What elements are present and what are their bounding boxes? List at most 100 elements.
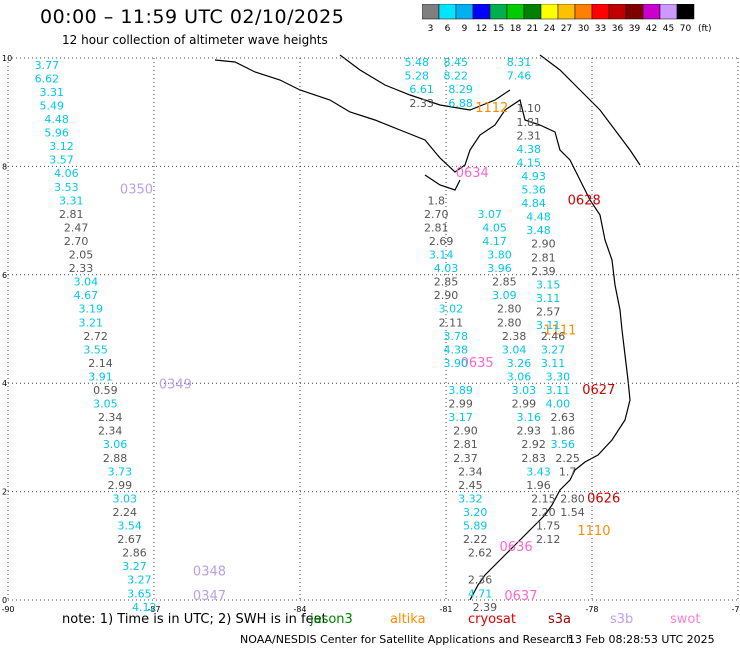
wave-height-value: 1.7: [559, 465, 577, 478]
wave-height-value: 5.48: [405, 56, 430, 69]
wave-height-value: 8.31: [507, 56, 532, 69]
wave-height-value: 3.07: [478, 208, 503, 221]
wave-height-value: 2.63: [551, 411, 576, 424]
wave-height-value: 3.55: [83, 343, 108, 356]
satellite-legend-altika: altika: [390, 612, 426, 627]
wave-height-value: 3.53: [54, 181, 79, 194]
wave-height-value: 0.59: [93, 384, 118, 397]
colorbar-label-45: 45: [663, 24, 674, 34]
wave-height-value: 3.96: [487, 262, 512, 275]
colorbar-label-42: 42: [646, 24, 657, 34]
wave-height-value: 2.39: [473, 601, 498, 612]
wave-height-value: 3.20: [463, 506, 488, 519]
wave-height-value: 2.69: [429, 235, 454, 248]
wave-height-value: 4.06: [54, 167, 79, 180]
wave-height-value: 6.88: [448, 97, 473, 110]
wave-height-value: 3.09: [492, 289, 517, 302]
wave-height-value: 3.31: [40, 86, 65, 99]
track-label-0627: 0627: [582, 383, 615, 398]
wave-height-value: 2.34: [98, 411, 123, 424]
wave-height-value: 3.03: [113, 492, 138, 505]
track-label-0347: 0347: [193, 589, 226, 604]
wave-height-value: 2.99: [108, 479, 133, 492]
wave-height-value: 2.80: [497, 303, 522, 316]
track-label-1111: 1111: [543, 323, 576, 338]
wave-height-value: 3.02: [439, 303, 464, 316]
colorbar-label-21: 21: [527, 24, 538, 34]
colorbar-label-36: 36: [612, 24, 624, 34]
wave-height-value: 2.72: [83, 330, 108, 343]
wave-height-value: 2.45: [458, 479, 483, 492]
wave-height-value: 2.81: [531, 251, 556, 264]
wave-height-value: 3.21: [78, 316, 103, 329]
wave-height-value: 3.65: [127, 587, 152, 600]
wave-height-value: 3.03: [512, 384, 537, 397]
wave-height-value: 4.12: [132, 601, 157, 612]
wave-height-value: 2.15: [531, 492, 556, 505]
track-labels: 0350 0349 0348 0347 0634 0635 0636 0637 0628 0627…: [120, 101, 620, 604]
track-label-0635: 0635: [461, 356, 494, 371]
colorbar-label-12: 12: [476, 24, 487, 34]
wave-height-value: 5.89: [463, 520, 488, 533]
colorbar-label-9: 9: [462, 24, 468, 34]
wave-height-value: 2.62: [468, 547, 493, 560]
colorbar-unit: (ft): [698, 24, 712, 34]
wave-height-map: -90-87-84-81-78-750246810 03500349034803…: [1, 54, 740, 612]
wave-height-value: 2.90: [453, 425, 478, 438]
track-label-0634: 0634: [456, 166, 489, 181]
wave-height-value: 2.85: [434, 276, 459, 289]
wave-height-value: 6.62: [35, 72, 60, 85]
wave-height-value: 1.10: [516, 102, 541, 115]
wave-height-value: 4.38: [516, 143, 541, 156]
y-tick-label: 2: [2, 488, 7, 497]
x-tick-label: -78: [585, 605, 598, 612]
wave-height-value: 4.03: [434, 262, 459, 275]
wave-height-value: 8.22: [443, 70, 468, 83]
satellite-legend-cryosat: cryosat: [468, 612, 516, 627]
wave-height-value: 2.37: [453, 452, 478, 465]
wave-height-value: 2.83: [521, 452, 546, 465]
colorbar-label-70: 70: [680, 24, 692, 34]
wave-height-value: 4.48: [526, 211, 551, 224]
y-tick-label: 6: [2, 271, 7, 280]
y-tick-label: 8: [2, 162, 7, 171]
wave-height-value: 5.96: [44, 127, 69, 140]
wave-height-value: 4.48: [44, 113, 69, 126]
wave-height-value: 4.67: [74, 289, 99, 302]
wave-height-value: 2.39: [531, 265, 556, 278]
wave-height-value: 2.90: [434, 289, 459, 302]
track-label-0628: 0628: [568, 193, 601, 208]
timestamp: 13 Feb 08:28:53 UTC 2025: [568, 633, 715, 646]
wave-height-value: 4.93: [521, 170, 546, 183]
y-tick-label: 4: [2, 379, 7, 388]
track-label-1110: 1110: [577, 524, 610, 539]
track-label-0637: 0637: [504, 589, 537, 604]
wave-height-value: 2.80: [560, 492, 585, 505]
track-label-0636: 0636: [500, 540, 533, 555]
wave-height-value: 1.75: [536, 520, 561, 533]
wave-height-value: 2.46: [541, 330, 566, 343]
wave-height-value: 3.11: [541, 357, 566, 370]
colorbar-label-39: 39: [629, 24, 641, 34]
y-tick-label: 10: [2, 54, 12, 63]
wave-height-value: 2.05: [69, 249, 94, 262]
wave-height-value: 3.30: [546, 370, 571, 383]
wave-height-value: 2.92: [521, 438, 546, 451]
wave-height-value: 2.11: [439, 316, 464, 329]
coastline: [214, 54, 641, 601]
chart-subtitle: 12 hour collection of altimeter wave hei…: [62, 33, 328, 47]
wave-height-value: 3.16: [516, 411, 541, 424]
axis-labels: -90 -87 -84 -81 -78 -75 0 2 4 6 8 10: [1, 54, 740, 612]
wave-height-value: 2.81: [424, 221, 449, 234]
wave-height-value: 4.38: [443, 343, 468, 356]
wave-height-value: 5.36: [521, 184, 546, 197]
wave-height-value: 2.67: [117, 533, 142, 546]
wave-height-value: 2.36: [468, 574, 493, 587]
wave-height-value: 3.06: [507, 370, 532, 383]
wave-height-value: 3.12: [49, 140, 74, 153]
wave-height-value: 2.33: [69, 262, 94, 275]
wave-height-value: 2.14: [88, 357, 113, 370]
wave-height-value: 1.54: [560, 506, 585, 519]
wave-height-value: 3.43: [526, 465, 551, 478]
wave-height-value: 8.29: [448, 83, 473, 96]
